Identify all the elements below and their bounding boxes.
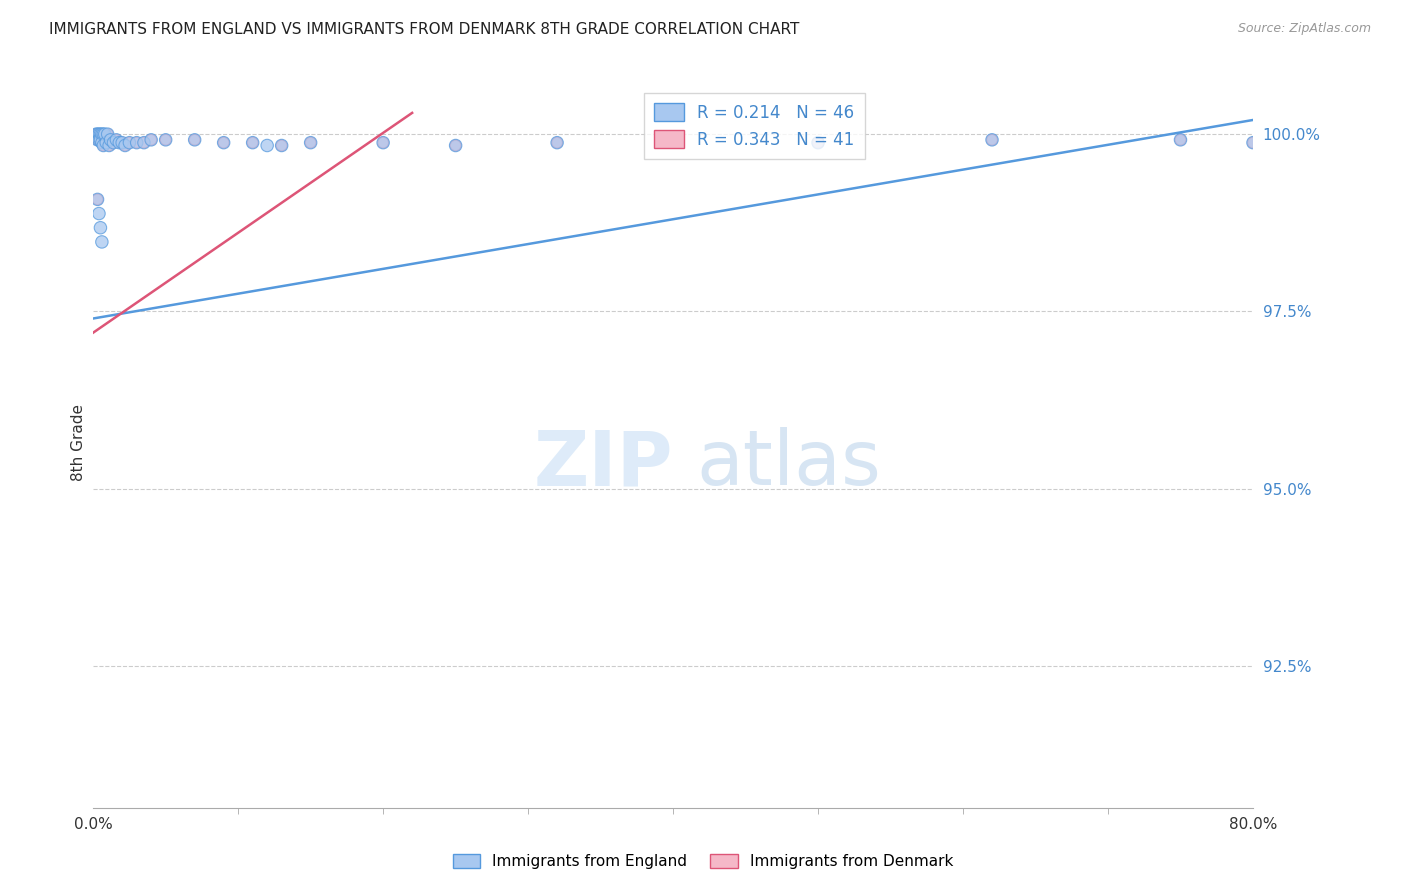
Point — [97, 127, 120, 141]
Point — [100, 133, 122, 147]
Point — [981, 133, 1004, 147]
Point — [256, 138, 278, 153]
Point — [183, 133, 205, 147]
Point — [111, 136, 134, 150]
Text: Source: ZipAtlas.com: Source: ZipAtlas.com — [1237, 22, 1371, 36]
Point — [87, 133, 110, 147]
Point — [86, 133, 108, 147]
Point — [108, 136, 131, 150]
Point — [90, 127, 112, 141]
Point — [86, 133, 108, 147]
Point — [242, 136, 264, 150]
Point — [444, 138, 467, 153]
Point — [86, 193, 108, 207]
Point — [89, 127, 111, 141]
Point — [100, 133, 122, 147]
Point — [87, 206, 110, 220]
Y-axis label: 8th Grade: 8th Grade — [72, 404, 86, 481]
Point — [89, 127, 111, 141]
Text: IMMIGRANTS FROM ENGLAND VS IMMIGRANTS FROM DENMARK 8TH GRADE CORRELATION CHART: IMMIGRANTS FROM ENGLAND VS IMMIGRANTS FR… — [49, 22, 800, 37]
Point — [84, 127, 107, 141]
Point — [96, 136, 118, 150]
Point — [299, 136, 322, 150]
Point — [132, 136, 155, 150]
Point — [118, 136, 141, 150]
Legend: R = 0.214   N = 46, R = 0.343   N = 41: R = 0.214 N = 46, R = 0.343 N = 41 — [644, 93, 865, 159]
Point — [1170, 133, 1192, 147]
Point — [155, 133, 177, 147]
Point — [108, 136, 131, 150]
Point — [125, 136, 148, 150]
Point — [91, 138, 114, 153]
Point — [183, 133, 205, 147]
Point — [299, 136, 322, 150]
Point — [87, 127, 110, 141]
Point — [84, 127, 107, 141]
Point — [87, 127, 110, 141]
Point — [91, 127, 114, 141]
Point — [662, 133, 685, 147]
Text: ZIP: ZIP — [534, 427, 673, 501]
Point — [1386, 771, 1406, 785]
Point — [981, 133, 1004, 147]
Point — [94, 127, 117, 141]
Point — [90, 127, 112, 141]
Point — [111, 136, 134, 150]
Point — [89, 133, 111, 147]
Point — [1241, 136, 1264, 150]
Point — [371, 136, 394, 150]
Point — [1241, 136, 1264, 150]
Point — [141, 133, 163, 147]
Point — [97, 127, 120, 141]
Point — [105, 133, 128, 147]
Point — [371, 136, 394, 150]
Point — [96, 136, 118, 150]
Point — [89, 133, 111, 147]
Point — [105, 133, 128, 147]
Point — [87, 133, 110, 147]
Point — [114, 138, 136, 153]
Point — [546, 136, 568, 150]
Point — [807, 136, 830, 150]
Point — [90, 136, 112, 150]
Point — [212, 136, 235, 150]
Point — [94, 127, 117, 141]
Point — [132, 136, 155, 150]
Point — [270, 138, 292, 153]
Point — [444, 138, 467, 153]
Point — [141, 133, 163, 147]
Point — [242, 136, 264, 150]
Point — [98, 138, 121, 153]
Point — [86, 193, 108, 207]
Point — [98, 138, 121, 153]
Point — [86, 127, 108, 141]
Point — [103, 136, 125, 150]
Point — [155, 133, 177, 147]
Text: atlas: atlas — [696, 427, 882, 501]
Point — [114, 138, 136, 153]
Point — [125, 136, 148, 150]
Point — [1315, 133, 1337, 147]
Point — [90, 235, 112, 249]
Legend: Immigrants from England, Immigrants from Denmark: Immigrants from England, Immigrants from… — [447, 847, 959, 875]
Point — [270, 138, 292, 153]
Point — [86, 127, 108, 141]
Point — [807, 136, 830, 150]
Point — [546, 136, 568, 150]
Point — [1170, 133, 1192, 147]
Point — [118, 136, 141, 150]
Point — [103, 136, 125, 150]
Point — [212, 136, 235, 150]
Point — [91, 138, 114, 153]
Point — [1315, 133, 1337, 147]
Point — [89, 220, 111, 235]
Point — [90, 136, 112, 150]
Point — [662, 133, 685, 147]
Point — [91, 127, 114, 141]
